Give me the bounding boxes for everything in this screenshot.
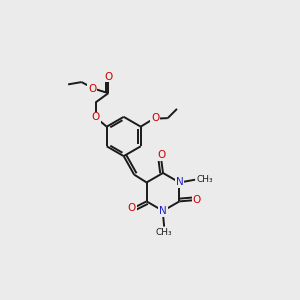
Text: CH₃: CH₃: [156, 228, 172, 237]
Text: N: N: [176, 178, 183, 188]
Text: CH₃: CH₃: [196, 175, 213, 184]
Text: O: O: [104, 71, 112, 82]
Text: N: N: [159, 206, 167, 216]
Text: O: O: [128, 203, 136, 213]
Text: O: O: [157, 150, 165, 160]
Text: O: O: [151, 113, 159, 123]
Text: O: O: [92, 112, 100, 122]
Text: O: O: [88, 84, 96, 94]
Text: O: O: [193, 195, 201, 205]
